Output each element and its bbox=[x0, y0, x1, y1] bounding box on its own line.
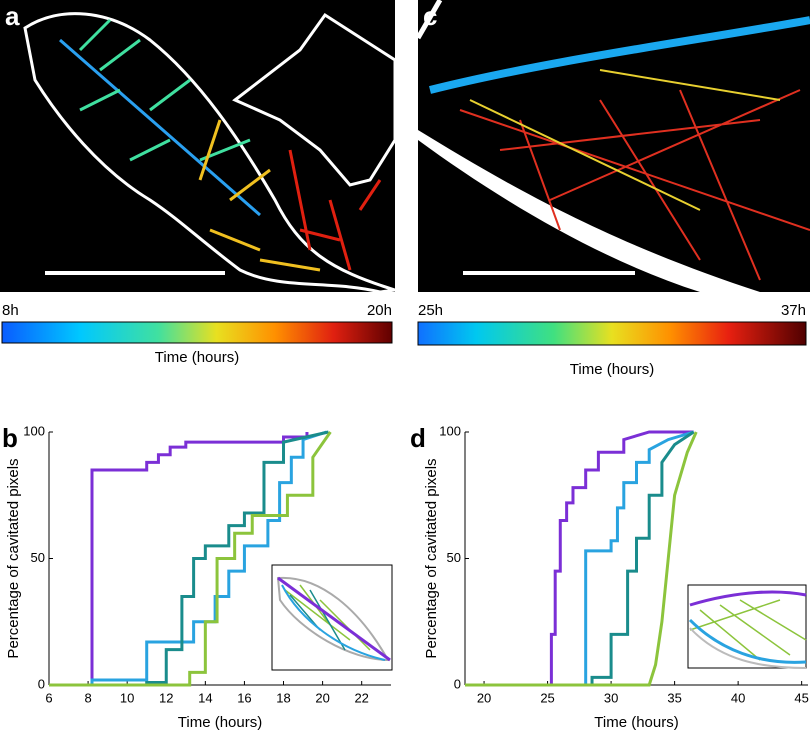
x-tick-label: 12 bbox=[159, 690, 173, 705]
colorbar-max-label: 37h bbox=[781, 302, 806, 319]
x-tick-label: 18 bbox=[276, 690, 290, 705]
x-tick-label: 22 bbox=[354, 690, 368, 705]
panel-label: a bbox=[5, 1, 20, 31]
series-line bbox=[49, 431, 332, 687]
series-line bbox=[49, 430, 329, 687]
colorbar-min-label: 25h bbox=[418, 302, 443, 319]
x-tick-label: 20 bbox=[477, 690, 491, 705]
y-tick-label: 0 bbox=[38, 676, 45, 691]
x-tick-label: 8 bbox=[84, 690, 91, 705]
inset-b bbox=[271, 564, 393, 671]
y-axis-label: Percentage of cavitated pixels bbox=[423, 458, 440, 658]
x-tick-label: 16 bbox=[237, 690, 251, 705]
x-tick-label: 6 bbox=[45, 690, 52, 705]
series-line bbox=[465, 430, 695, 687]
colorbar-min-label: 8h bbox=[2, 302, 19, 319]
x-tick-label: 10 bbox=[120, 690, 134, 705]
series-line bbox=[465, 430, 695, 687]
series-line bbox=[465, 430, 694, 687]
series-line bbox=[49, 430, 327, 687]
colorbar-title: Time (hours) bbox=[570, 361, 654, 378]
panel-label: d bbox=[410, 423, 426, 453]
y-tick-label: 50 bbox=[447, 550, 461, 565]
x-tick-label: 25 bbox=[540, 690, 554, 705]
x-axis-label: Time (hours) bbox=[594, 714, 678, 731]
x-tick-label: 35 bbox=[667, 690, 681, 705]
x-tick-label: 20 bbox=[315, 690, 329, 705]
x-tick-label: 14 bbox=[198, 690, 212, 705]
colorbar-max-label: 20h bbox=[367, 302, 392, 319]
x-tick-label: 30 bbox=[604, 690, 618, 705]
y-tick-label: 0 bbox=[454, 676, 461, 691]
series-line bbox=[49, 432, 309, 687]
x-tick-label: 45 bbox=[794, 690, 808, 705]
y-tick-label: 100 bbox=[23, 423, 45, 438]
y-axis-label: Percentage of cavitated pixels bbox=[5, 458, 22, 658]
panel-label: c bbox=[423, 1, 437, 31]
x-axis-label: Time (hours) bbox=[178, 714, 262, 731]
leaf-image-a bbox=[0, 0, 397, 294]
panel-label: b bbox=[2, 423, 18, 453]
colorbar-title: Time (hours) bbox=[155, 349, 239, 366]
y-tick-label: 100 bbox=[439, 423, 461, 438]
series-line bbox=[465, 431, 698, 687]
leaf-image-c bbox=[415, 0, 810, 292]
y-tick-label: 50 bbox=[31, 550, 45, 565]
colorbar bbox=[417, 321, 807, 346]
x-tick-label: 40 bbox=[731, 690, 745, 705]
inset-d bbox=[687, 584, 807, 669]
colorbar bbox=[1, 321, 393, 344]
